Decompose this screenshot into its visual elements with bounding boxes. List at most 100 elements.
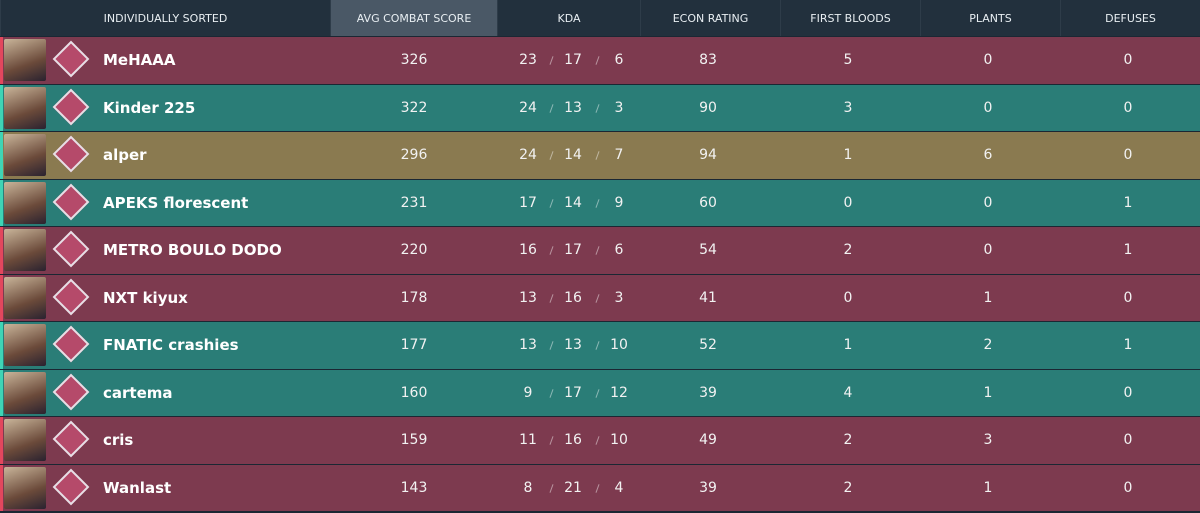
econ-rating: 49 <box>699 432 717 449</box>
deaths: 14 <box>564 194 582 211</box>
player-name: MeHAAA <box>103 51 176 70</box>
kills: 17 <box>519 194 537 211</box>
team-stripe <box>0 179 3 226</box>
player-row: NXT kiyux 178 13 16 3 41 0 1 0 <box>0 274 1200 321</box>
defuses: 0 <box>1123 384 1133 401</box>
rank-icon <box>52 325 90 363</box>
deaths: 17 <box>564 384 582 401</box>
rank-icon <box>52 230 90 268</box>
separator <box>549 246 554 255</box>
assists: 10 <box>610 432 628 449</box>
defuses: 0 <box>1123 99 1133 116</box>
kills: 8 <box>523 479 533 496</box>
team-stripe <box>0 37 3 84</box>
first-bloods: 4 <box>843 384 853 401</box>
separator <box>549 103 554 113</box>
kills: 16 <box>519 242 537 259</box>
player-row: MeHAAA 326 23 17 6 83 5 0 0 <box>0 37 1200 84</box>
deaths: 14 <box>564 147 582 164</box>
agent-portrait <box>4 466 46 509</box>
first-bloods: 2 <box>843 479 853 496</box>
separator <box>595 388 600 398</box>
assists: 3 <box>614 99 624 116</box>
column-header: KDA <box>497 0 640 36</box>
separator <box>595 56 600 65</box>
player-row: APEKS florescent 231 17 14 9 60 0 0 1 <box>0 179 1200 226</box>
column-header: PLANTS <box>920 0 1060 36</box>
kills: 11 <box>519 432 537 449</box>
first-bloods: 2 <box>843 242 853 259</box>
kills: 23 <box>519 52 537 69</box>
deaths: 13 <box>564 337 582 354</box>
combat-score: 322 <box>400 99 428 116</box>
column-header: FIRST BLOODS <box>780 0 920 36</box>
econ-rating: 94 <box>699 147 717 164</box>
rank-icon <box>52 183 90 220</box>
kills: 13 <box>519 289 537 306</box>
econ-rating: 52 <box>699 337 717 354</box>
deaths: 16 <box>564 289 582 306</box>
defuses: 0 <box>1123 147 1133 164</box>
team-stripe <box>0 417 3 464</box>
econ-rating: 60 <box>699 194 717 211</box>
plants: 6 <box>983 147 993 164</box>
combat-score: 160 <box>400 384 428 401</box>
defuses: 0 <box>1123 52 1133 69</box>
kills: 24 <box>519 99 537 116</box>
agent-portrait <box>4 276 46 319</box>
rank-icon <box>52 420 90 458</box>
assists: 6 <box>614 242 624 259</box>
econ-rating: 41 <box>699 289 717 306</box>
plants: 0 <box>983 194 993 211</box>
separator <box>595 151 600 160</box>
combat-score: 220 <box>400 242 428 259</box>
separator <box>595 246 600 255</box>
separator <box>549 151 554 160</box>
rank-icon <box>52 468 90 505</box>
agent-portrait <box>4 324 46 366</box>
column-header: AVG COMBAT SCORE <box>330 0 497 36</box>
deaths: 16 <box>564 432 582 449</box>
agent-portrait <box>4 229 46 271</box>
team-stripe <box>0 132 3 179</box>
deaths: 17 <box>564 242 582 259</box>
separator <box>549 293 554 303</box>
player-name: METRO BOULO DODO <box>103 241 282 260</box>
defuses: 1 <box>1123 194 1133 211</box>
separator <box>595 198 600 208</box>
econ-rating: 39 <box>699 384 717 401</box>
column-header: ECON RATING <box>640 0 780 36</box>
defuses: 0 <box>1123 479 1133 496</box>
first-bloods: 0 <box>843 289 853 306</box>
defuses: 1 <box>1123 337 1133 354</box>
first-bloods: 3 <box>843 99 853 116</box>
assists: 6 <box>614 52 624 69</box>
player-name: Wanlast <box>103 478 172 497</box>
player-row: cartema 160 9 17 12 39 4 1 0 <box>0 369 1200 416</box>
separator <box>549 436 554 445</box>
separator <box>549 56 554 65</box>
kills: 13 <box>519 337 537 354</box>
separator <box>595 293 600 303</box>
first-bloods: 0 <box>843 194 853 211</box>
separator <box>549 483 554 493</box>
assists: 4 <box>614 479 624 496</box>
combat-score: 231 <box>400 194 428 211</box>
team-stripe <box>0 274 3 321</box>
agent-portrait <box>4 371 46 414</box>
rank-icon <box>52 40 90 78</box>
plants: 1 <box>983 384 993 401</box>
kills: 9 <box>523 384 533 401</box>
player-name: NXT kiyux <box>103 288 188 307</box>
econ-rating: 83 <box>699 52 717 69</box>
plants: 2 <box>983 337 993 354</box>
team-stripe <box>0 227 3 274</box>
first-bloods: 1 <box>843 147 853 164</box>
rank-icon <box>52 278 90 315</box>
player-row: Wanlast 143 8 21 4 39 2 1 0 <box>0 464 1200 511</box>
agent-portrait <box>4 86 46 129</box>
player-name: Kinder 225 <box>103 98 196 117</box>
assists: 12 <box>610 384 628 401</box>
plants: 1 <box>983 289 993 306</box>
plants: 0 <box>983 99 993 116</box>
